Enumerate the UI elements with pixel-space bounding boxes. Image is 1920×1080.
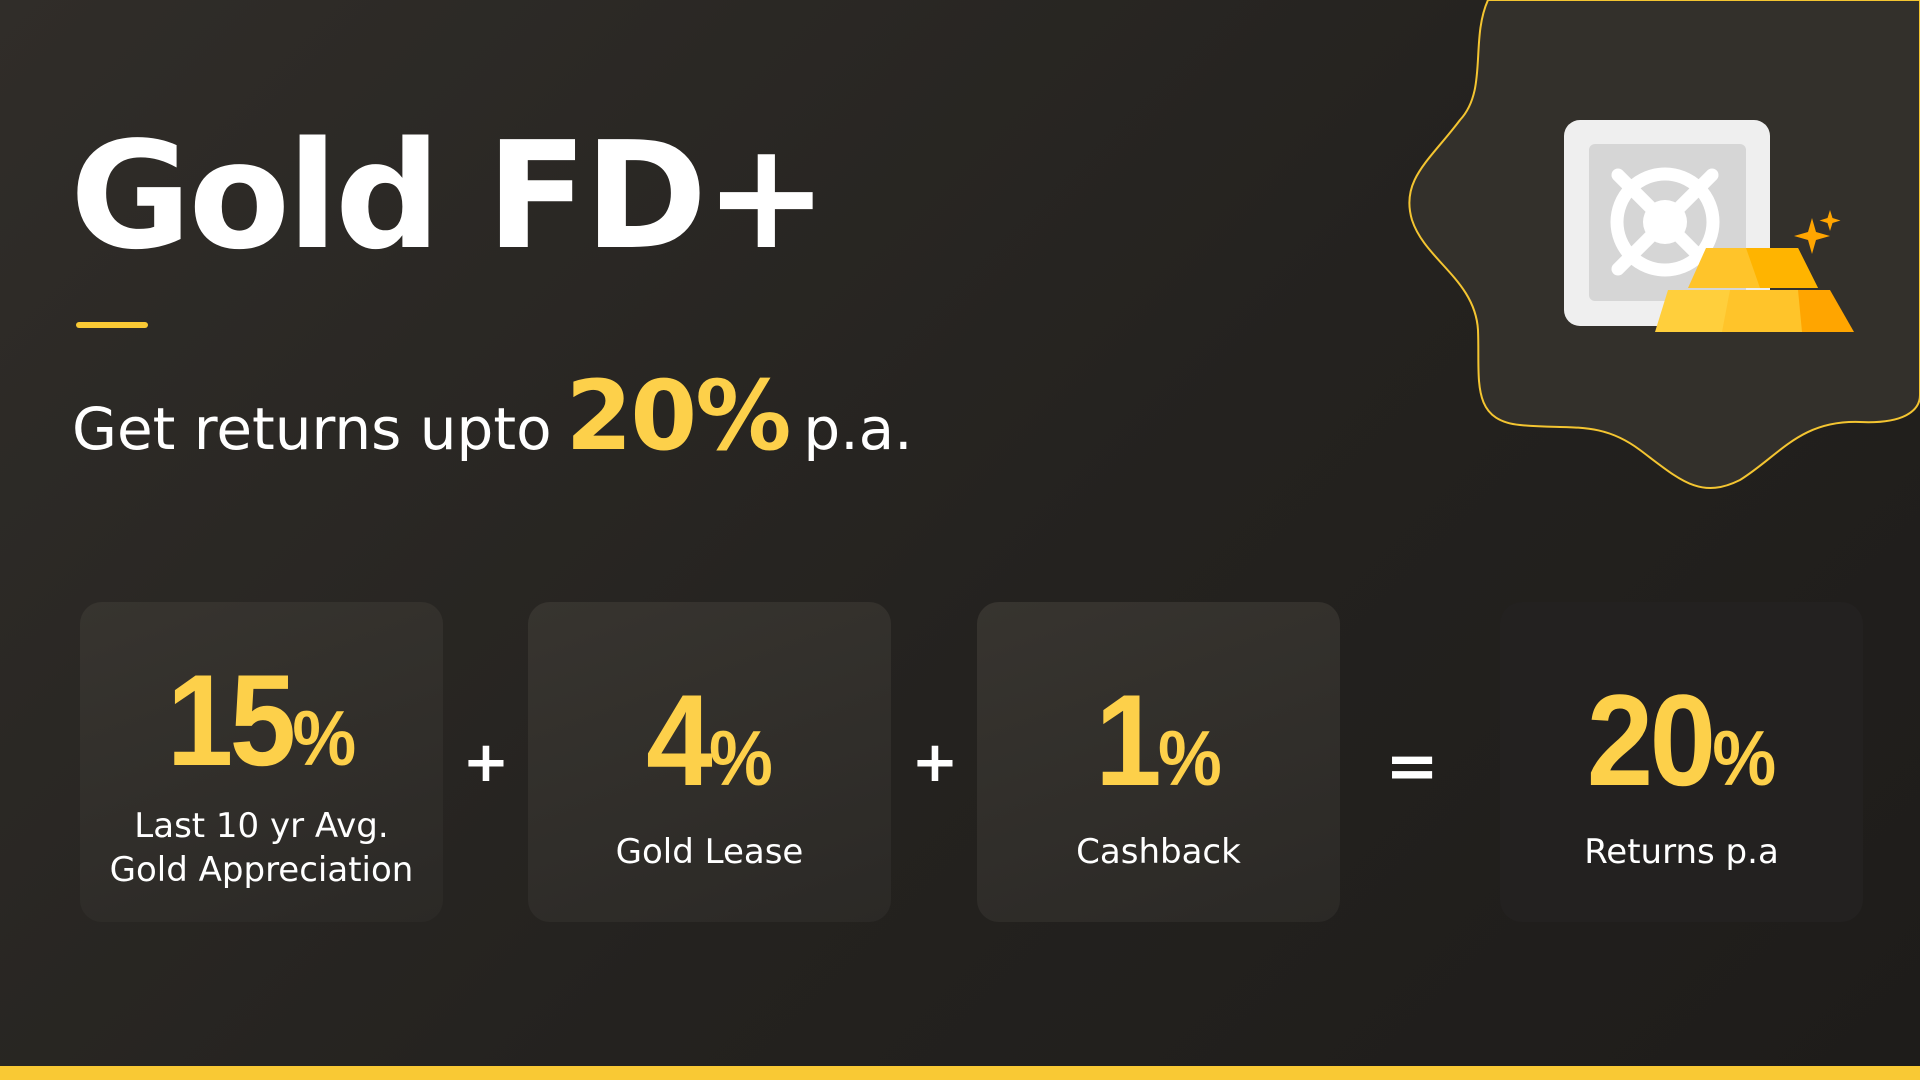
page-title: Gold FD+ bbox=[70, 110, 828, 282]
card-unit: % bbox=[1712, 714, 1777, 802]
card-value: 1 bbox=[1095, 667, 1162, 813]
safe-gold-illustration bbox=[1408, 0, 1920, 489]
card-total-returns: 20% Returns p.a bbox=[1500, 602, 1863, 922]
card-label: Cashback bbox=[1076, 832, 1241, 872]
card-value: 15 bbox=[166, 647, 296, 793]
plus-operator: + bbox=[462, 730, 510, 795]
equals-operator: = bbox=[1385, 730, 1439, 804]
bottom-accent-bar bbox=[0, 1066, 1920, 1080]
subtitle-highlight: 20% bbox=[565, 360, 792, 472]
card-unit: % bbox=[709, 714, 773, 802]
subtitle: Get returns upto 20% p.a. bbox=[72, 360, 913, 472]
title-underline bbox=[76, 322, 148, 328]
card-label: Returns p.a bbox=[1584, 832, 1779, 872]
card-unit: % bbox=[1158, 714, 1222, 802]
card-cashback: 1% Cashback bbox=[977, 602, 1340, 922]
subtitle-prefix: Get returns upto bbox=[72, 395, 552, 463]
card-label: Last 10 yr Avg. bbox=[134, 806, 389, 846]
subtitle-suffix: p.a. bbox=[803, 395, 913, 463]
card-unit: % bbox=[292, 694, 357, 782]
card-label: Gold Lease bbox=[615, 832, 804, 872]
card-value: 20 bbox=[1586, 667, 1716, 813]
plus-operator: + bbox=[911, 730, 959, 795]
card-value: 4 bbox=[646, 667, 713, 813]
card-label: Gold Appreciation bbox=[109, 850, 414, 890]
card-gold-appreciation: 15% Last 10 yr Avg. Gold Appreciation bbox=[80, 602, 443, 922]
card-gold-lease: 4% Gold Lease bbox=[528, 602, 891, 922]
